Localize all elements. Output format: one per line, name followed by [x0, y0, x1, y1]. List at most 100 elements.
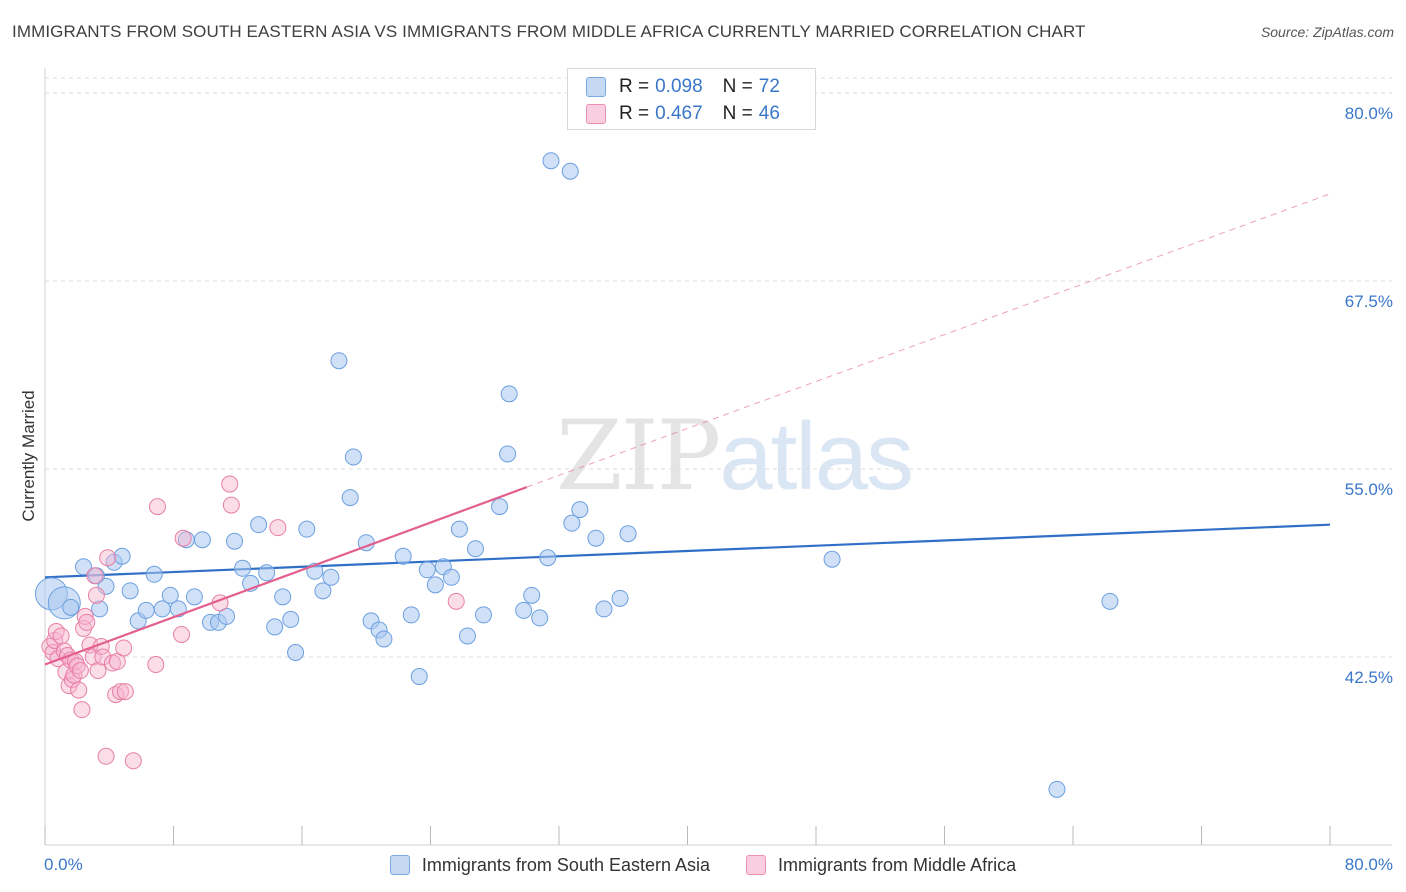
trend-line-pink: [44, 486, 528, 666]
legend-swatch-pink: [746, 855, 767, 875]
legend-row-pink: R = 0.467 N = 46: [586, 103, 780, 125]
data-point-blue: [266, 618, 284, 636]
data-point-blue: [113, 547, 131, 565]
data-point-blue: [91, 600, 109, 618]
legend-swatch-blue: [586, 77, 606, 97]
data-point-pink: [70, 681, 88, 699]
data-point-blue: [161, 586, 179, 604]
series-blue-points: [34, 152, 1119, 798]
data-point-blue: [193, 531, 211, 549]
data-point-blue: [1048, 780, 1066, 798]
legend-swatch-pink: [586, 104, 606, 124]
y-axis-label: Currently Married: [19, 390, 38, 521]
data-point-blue: [410, 668, 428, 686]
data-point-blue: [466, 540, 484, 558]
r-label: R =: [619, 76, 650, 97]
data-point-pink: [87, 586, 105, 604]
data-point-blue: [375, 630, 393, 648]
data-point-pink: [68, 657, 86, 675]
data-point-blue: [823, 550, 841, 568]
legend-series: Immigrants from South Eastern Asia Immig…: [0, 852, 1406, 878]
data-point-pink: [269, 519, 287, 537]
data-point-blue: [531, 609, 549, 627]
data-point-blue: [1101, 592, 1119, 610]
data-point-blue: [394, 547, 412, 565]
data-point-blue: [234, 559, 252, 577]
data-point-blue: [450, 520, 468, 538]
data-point-pink: [115, 639, 133, 657]
data-point-blue: [563, 514, 581, 532]
data-point-pink: [174, 529, 192, 547]
data-point-pink: [73, 701, 91, 719]
legend-stats: R = 0.098 N = 72 R = 0.467 N = 46: [567, 68, 816, 130]
data-point-blue: [418, 561, 436, 579]
source-label: Source: ZipAtlas.com: [1260, 24, 1394, 40]
x-tick-label: 0.0%: [44, 855, 83, 874]
data-point-blue: [330, 352, 348, 370]
x-tick-label: 80.0%: [1345, 855, 1393, 874]
y-tick-label: 42.5%: [1345, 668, 1393, 687]
data-point-pink: [222, 496, 240, 514]
data-point-pink: [78, 613, 96, 631]
n-label: N =: [722, 103, 753, 124]
data-point-pink: [447, 592, 465, 610]
data-point-blue: [539, 549, 557, 567]
data-point-blue: [587, 529, 605, 547]
data-point-blue: [314, 582, 332, 600]
n-value-pink: 46: [758, 103, 780, 124]
data-point-pink: [148, 498, 166, 516]
trend-lines-pink: [44, 193, 1331, 666]
data-point-pink: [76, 607, 94, 625]
watermark-atlas: atlas: [719, 403, 914, 510]
series-pink-points: [41, 475, 465, 770]
data-point-pink: [86, 567, 104, 585]
r-label: R =: [619, 103, 650, 124]
legend-label-blue: Immigrants from South Eastern Asia: [421, 854, 711, 875]
data-point-blue: [137, 601, 155, 619]
data-point-pink: [116, 683, 134, 701]
data-point-blue: [523, 586, 541, 604]
data-point-blue: [258, 564, 276, 582]
data-point-blue: [344, 448, 362, 466]
data-point-blue: [499, 445, 517, 463]
data-point-blue: [442, 568, 460, 586]
trend-lines: [44, 523, 1331, 579]
r-value-pink: 0.467: [655, 103, 703, 124]
data-point-blue: [185, 588, 203, 606]
legend-item-pink[interactable]: Immigrants from Middle Africa: [746, 855, 1016, 876]
data-point-pink: [47, 622, 65, 640]
data-point-blue: [595, 600, 613, 618]
chart-title: IMMIGRANTS FROM SOUTH EASTERN ASIA VS IM…: [12, 22, 1086, 41]
data-point-blue: [250, 516, 268, 534]
data-point-blue: [282, 610, 300, 628]
legend-item-blue[interactable]: Immigrants from South Eastern Asia: [389, 854, 711, 876]
data-point-pink: [111, 683, 129, 701]
data-point-blue: [298, 520, 316, 538]
data-point-blue: [458, 627, 476, 645]
data-point-pink: [107, 686, 125, 704]
data-point-blue: [145, 565, 163, 583]
data-point-blue: [561, 162, 579, 180]
r-value-blue: 0.098: [655, 76, 703, 97]
legend-row-blue: R = 0.098 N = 72: [586, 76, 780, 98]
data-point-blue: [475, 606, 493, 624]
data-point-pink: [147, 656, 165, 674]
n-label: N =: [722, 76, 753, 97]
data-point-blue: [542, 152, 560, 170]
data-point-blue: [491, 498, 509, 516]
watermark: ZIPatlas: [556, 400, 914, 512]
data-point-pink: [173, 625, 191, 643]
data-point-blue: [274, 588, 292, 606]
data-point-blue: [322, 568, 340, 586]
n-value-blue: 72: [758, 76, 780, 97]
data-point-pink: [221, 475, 239, 493]
axes: [44, 68, 1392, 846]
data-point-pink: [52, 627, 70, 645]
data-point-blue: [500, 385, 518, 403]
y-tick-label: 80.0%: [1345, 104, 1393, 123]
data-point-blue: [426, 576, 444, 594]
data-point-blue: [226, 532, 244, 550]
watermark-zip: ZIP: [556, 400, 721, 512]
data-point-pink: [71, 662, 89, 680]
